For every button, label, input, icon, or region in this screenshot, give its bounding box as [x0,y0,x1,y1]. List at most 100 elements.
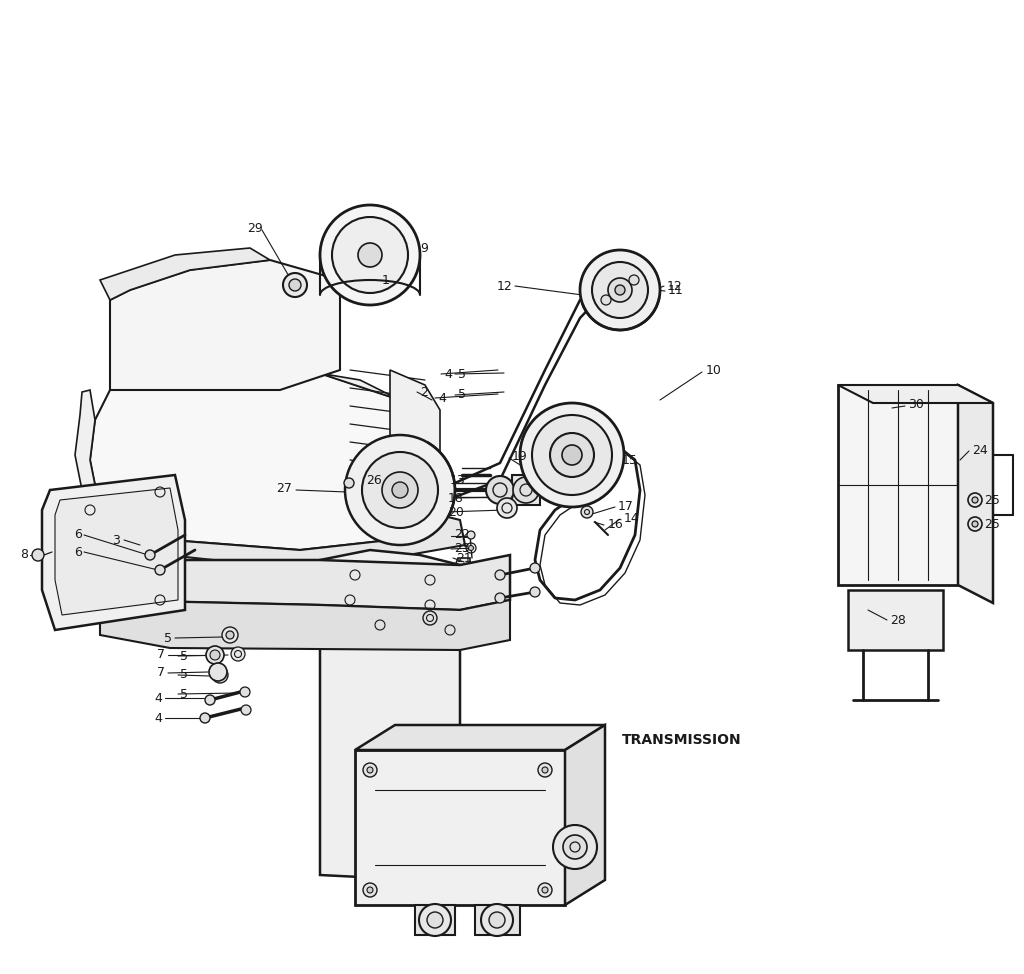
Text: 1: 1 [382,274,390,286]
Text: 11: 11 [668,283,684,296]
Polygon shape [100,555,510,610]
Text: 8: 8 [20,548,28,561]
Circle shape [240,687,250,697]
Text: 28: 28 [890,614,906,626]
Text: 4: 4 [155,692,162,704]
Circle shape [580,250,660,330]
Circle shape [358,243,382,267]
Text: 12: 12 [667,280,683,292]
Text: 10: 10 [706,363,722,377]
Circle shape [231,647,245,661]
Polygon shape [838,385,993,403]
Circle shape [206,646,224,664]
Polygon shape [565,725,605,905]
Circle shape [419,904,451,936]
Circle shape [367,887,373,893]
Text: 30: 30 [908,398,924,411]
Circle shape [532,415,612,495]
Polygon shape [838,385,958,585]
Text: 12: 12 [497,280,512,292]
Circle shape [332,217,408,293]
Circle shape [972,497,978,503]
Polygon shape [848,590,943,650]
Text: 4: 4 [155,711,162,725]
Circle shape [469,545,473,550]
Circle shape [367,767,373,773]
Circle shape [216,671,224,679]
Circle shape [530,563,540,573]
Polygon shape [455,558,470,572]
Circle shape [145,550,155,560]
Text: 5: 5 [180,689,188,701]
Circle shape [205,695,215,705]
Circle shape [530,587,540,597]
Circle shape [362,763,377,777]
Text: 13: 13 [450,473,466,486]
Text: 27: 27 [276,481,292,495]
Circle shape [615,285,625,295]
Text: 4: 4 [444,367,452,381]
Circle shape [601,295,611,305]
Text: 21: 21 [456,551,472,565]
Circle shape [495,593,505,603]
Text: 19: 19 [512,449,527,463]
Polygon shape [75,390,100,510]
Text: 9: 9 [420,242,428,254]
Text: 24: 24 [972,443,988,457]
Circle shape [608,278,632,302]
Circle shape [427,912,443,928]
Circle shape [489,912,505,928]
Polygon shape [42,475,185,630]
Circle shape [362,452,438,528]
Circle shape [319,205,420,305]
Circle shape [155,565,165,575]
Circle shape [629,275,639,285]
Polygon shape [415,905,455,935]
Circle shape [345,435,455,545]
Circle shape [283,273,307,297]
Circle shape [209,663,227,681]
Circle shape [344,478,354,488]
Circle shape [550,433,594,477]
Circle shape [210,650,220,660]
Text: 14: 14 [624,511,640,525]
Text: 29: 29 [247,221,263,235]
Text: 7: 7 [157,666,165,680]
Text: 23: 23 [454,542,470,554]
Circle shape [226,631,234,639]
Circle shape [520,403,624,507]
Polygon shape [475,905,520,935]
Circle shape [592,262,648,318]
Circle shape [581,506,593,518]
Text: 5: 5 [164,631,172,645]
Text: 7: 7 [157,649,165,661]
Circle shape [486,476,514,504]
Text: 22: 22 [454,528,470,541]
Circle shape [200,713,210,723]
Text: 6: 6 [74,545,82,558]
Polygon shape [512,475,540,505]
Circle shape [32,549,44,561]
Text: 25: 25 [984,517,999,531]
Circle shape [212,667,228,683]
Circle shape [382,472,418,508]
Circle shape [538,763,552,777]
Text: 2: 2 [420,386,428,398]
Text: 17: 17 [618,500,634,512]
Circle shape [467,531,475,539]
Polygon shape [390,370,440,510]
Circle shape [968,517,982,531]
Circle shape [972,521,978,527]
Polygon shape [100,248,270,300]
Text: 26: 26 [367,473,382,486]
Text: 5: 5 [458,367,466,381]
Circle shape [289,279,301,291]
Polygon shape [55,488,178,615]
Text: 5: 5 [180,650,188,662]
Polygon shape [100,600,510,650]
Text: 15: 15 [622,454,638,467]
Circle shape [481,904,513,936]
Polygon shape [319,550,460,880]
Circle shape [513,477,539,503]
Circle shape [562,445,582,465]
